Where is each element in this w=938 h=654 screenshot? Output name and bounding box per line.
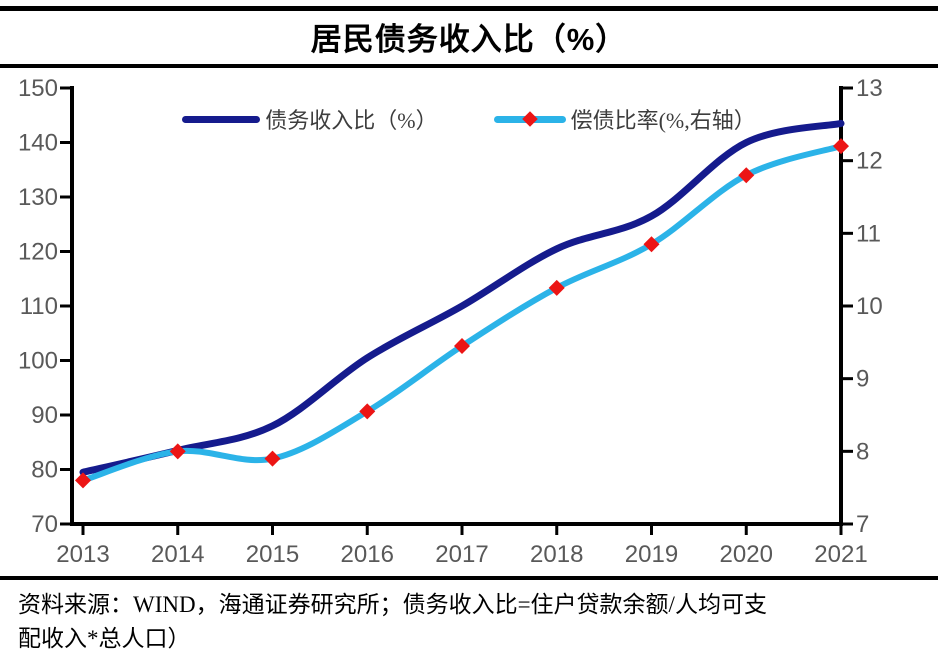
data-point-diamond-marker bbox=[75, 472, 91, 489]
x-axis-tick-label: 2015 bbox=[246, 541, 299, 568]
data-point-diamond-marker bbox=[359, 403, 376, 420]
data-point-diamond-marker bbox=[169, 443, 186, 460]
left-axis-tick-label: 90 bbox=[31, 402, 58, 429]
footer-rule bbox=[0, 576, 938, 580]
legend-item-debt-service-ratio: 偿债比率(%,右轴） bbox=[493, 103, 756, 135]
source-note: 资料来源：WIND，海通证券研究所；债务收入比=住户贷款余额/人均可支 配收入*… bbox=[18, 592, 767, 651]
x-axis-tick-label: 2018 bbox=[530, 541, 583, 568]
navy-line-swatch-icon bbox=[182, 115, 261, 123]
x-axis-tick-label: 2019 bbox=[625, 541, 678, 568]
left-axis-tick-label: 80 bbox=[31, 457, 58, 484]
legend: 债务收入比（%） 偿债比率(%,右轴） bbox=[0, 103, 938, 135]
left-axis-tick-label: 120 bbox=[18, 239, 58, 266]
x-axis-tick-label: 2017 bbox=[435, 541, 488, 568]
data-point-diamond-marker bbox=[738, 167, 755, 184]
data-point-diamond-marker bbox=[454, 337, 470, 354]
legend-item-debt-income-ratio: 债务收入比（%） bbox=[182, 103, 438, 135]
title-divider-rule bbox=[0, 64, 938, 68]
right-axis-tick-label: 7 bbox=[856, 511, 869, 538]
cyan-line-swatch-icon bbox=[493, 111, 566, 127]
right-axis-tick-label: 9 bbox=[856, 366, 869, 393]
legend-label-debt-income-ratio: 债务收入比（%） bbox=[265, 108, 438, 133]
x-axis-tick-label: 2014 bbox=[151, 541, 204, 568]
right-axis-tick-label: 10 bbox=[856, 293, 883, 320]
left-axis-tick-label: 130 bbox=[18, 184, 58, 211]
right-axis-tick-label: 11 bbox=[856, 220, 881, 247]
left-axis-tick-label: 110 bbox=[20, 293, 58, 320]
right-axis-tick-label: 13 bbox=[856, 75, 883, 102]
right-axis-tick-label: 12 bbox=[856, 148, 883, 175]
left-axis-tick-label: 100 bbox=[18, 348, 58, 375]
debt-service-ratio-line bbox=[80, 143, 844, 484]
x-axis-tick-label: 2013 bbox=[56, 541, 109, 568]
legend-label-debt-service-ratio: 偿债比率(%,右轴） bbox=[570, 108, 756, 133]
x-axis-tick-label: 2016 bbox=[341, 541, 394, 568]
data-point-diamond-marker bbox=[643, 236, 660, 253]
data-point-diamond-marker bbox=[548, 279, 565, 296]
x-axis-tick-label: 2020 bbox=[720, 541, 773, 568]
right-axis-tick-label: 8 bbox=[856, 438, 869, 465]
left-axis-tick-label: 70 bbox=[31, 511, 58, 538]
data-point-diamond-marker bbox=[264, 450, 281, 467]
data-point-diamond-marker bbox=[833, 138, 849, 155]
top-rule bbox=[0, 6, 938, 11]
left-axis-tick-label: 150 bbox=[18, 75, 58, 102]
chart-title: 居民债务收入比（%） bbox=[310, 22, 628, 57]
left-axis-tick-label: 140 bbox=[18, 130, 58, 157]
debt-income-ratio-line bbox=[79, 119, 845, 476]
x-axis-tick-label: 2021 bbox=[814, 541, 867, 568]
diamond-marker-icon bbox=[521, 111, 538, 127]
